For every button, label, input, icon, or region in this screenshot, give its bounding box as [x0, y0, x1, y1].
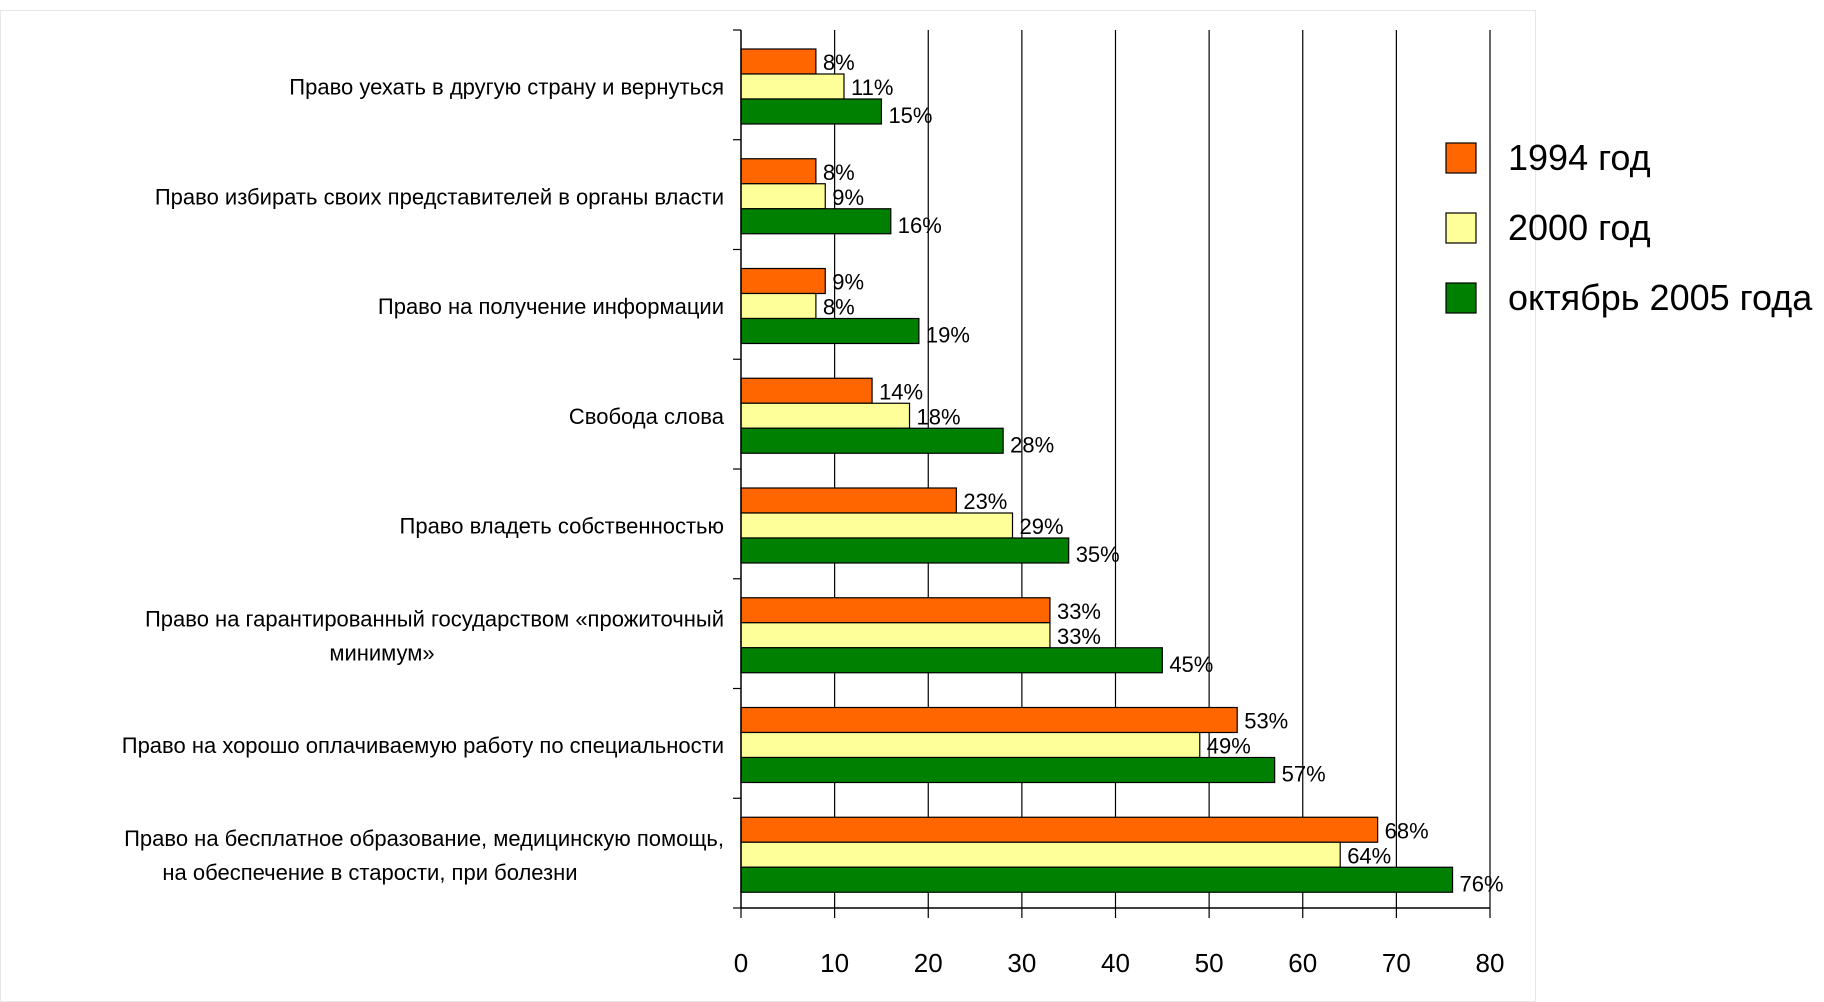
- bar: [740, 866, 1454, 893]
- bar: [740, 427, 1004, 454]
- bar: [740, 317, 920, 345]
- bar: [740, 208, 892, 235]
- data-label: 33%: [1057, 599, 1101, 624]
- data-label: 9%: [832, 185, 864, 210]
- legend-label: октябрь 2005 года: [1508, 277, 1813, 318]
- category-label: Свобода слова: [569, 404, 725, 429]
- bar: [740, 158, 817, 185]
- bar: [740, 647, 1163, 674]
- axes: [733, 29, 1491, 918]
- bar: [740, 377, 873, 404]
- bar: [740, 48, 817, 75]
- bar: [740, 73, 845, 100]
- bar: [740, 816, 1379, 843]
- x-tick-label: 50: [1195, 948, 1224, 978]
- bar: [740, 841, 1341, 868]
- bar: [740, 402, 911, 429]
- data-label: 35%: [1076, 542, 1120, 567]
- x-tick-label: 30: [1007, 948, 1036, 978]
- bar: [740, 706, 1238, 734]
- x-tick-label: 10: [820, 948, 849, 978]
- legend: 1994 год 2000 год октябрь 2005 года: [1445, 137, 1813, 318]
- category-label: Право на бесплатное образование, медицин…: [124, 826, 724, 851]
- bar: [740, 756, 1276, 784]
- bar: [740, 537, 1070, 564]
- data-label: 28%: [1010, 432, 1054, 457]
- category-label: Право на получение информации: [378, 294, 724, 319]
- x-tick-label: 40: [1101, 948, 1130, 978]
- bars: [740, 48, 1454, 893]
- data-label: 64%: [1347, 843, 1391, 868]
- x-tick-label: 70: [1382, 948, 1411, 978]
- bar: [740, 183, 826, 210]
- legend-swatch: [1445, 282, 1477, 314]
- data-label: 57%: [1282, 762, 1326, 787]
- data-label: 76%: [1460, 871, 1504, 896]
- category-label: Право уехать в другую страну и вернуться: [289, 75, 724, 100]
- x-tick-labels: 0 10 20 30 40 50 60 70 80: [734, 948, 1505, 978]
- legend-swatch: [1445, 142, 1477, 174]
- data-label: 23%: [963, 489, 1007, 514]
- data-label: 8%: [823, 50, 855, 75]
- data-label: 14%: [879, 379, 923, 404]
- legend-swatch: [1445, 212, 1477, 244]
- data-label: 8%: [823, 295, 855, 320]
- data-label: 33%: [1057, 624, 1101, 649]
- data-label: 29%: [1020, 514, 1064, 539]
- x-tick-label: 80: [1476, 948, 1505, 978]
- data-label: 16%: [898, 213, 942, 238]
- bar: [740, 622, 1051, 649]
- category-labels: Право уехать в другую страну и вернуться…: [122, 75, 725, 885]
- data-label: 8%: [823, 160, 855, 185]
- value-labels: 8%11%15%8%9%16%9%8%19%14%18%28%23%29%35%…: [823, 50, 1504, 896]
- category-label: Право владеть собственностью: [400, 514, 724, 539]
- data-label: 15%: [888, 103, 932, 128]
- data-label: 9%: [832, 270, 864, 295]
- bar: [740, 292, 817, 320]
- category-label: Право избирать своих представителей в ор…: [155, 184, 724, 209]
- x-tick-label: 20: [914, 948, 943, 978]
- category-label: Право на хорошо оплачиваемую работу по с…: [122, 733, 724, 758]
- data-label: 18%: [917, 404, 961, 429]
- x-tick-label: 60: [1288, 948, 1317, 978]
- bar: [740, 597, 1051, 624]
- bar: [740, 731, 1201, 759]
- data-label: 68%: [1385, 818, 1429, 843]
- category-label: на обеспечение в старости, при болезни: [162, 860, 577, 885]
- data-label: 11%: [851, 75, 893, 100]
- x-tick-label: 0: [734, 948, 748, 978]
- bar: [740, 512, 1014, 539]
- data-label: 49%: [1207, 734, 1251, 759]
- legend-label: 2000 год: [1508, 207, 1651, 248]
- data-label: 45%: [1169, 652, 1213, 677]
- legend-label: 1994 год: [1508, 137, 1651, 178]
- bar: [740, 487, 957, 514]
- category-label: Право на гарантированный государством «п…: [145, 606, 724, 631]
- category-label: минимум»: [329, 640, 434, 665]
- data-label: 19%: [926, 323, 970, 348]
- bar: [740, 98, 883, 125]
- bar: [740, 267, 826, 295]
- data-label: 53%: [1244, 709, 1288, 734]
